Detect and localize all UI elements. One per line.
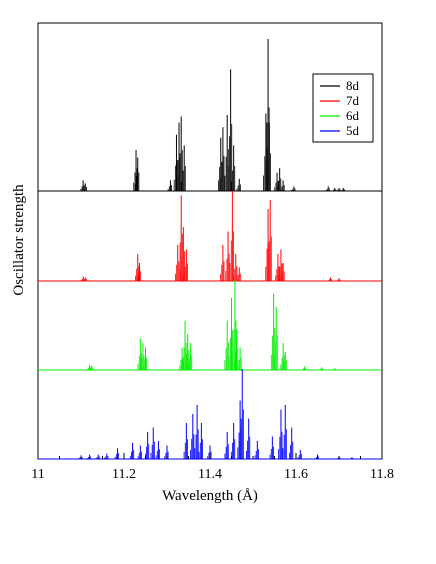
spectra-group	[38, 39, 382, 460]
y-axis-label: Oscillator strength	[11, 184, 27, 296]
legend-label: 7d	[346, 93, 360, 108]
x-axis-ticks: 11 11.2 11.4 11.6 11.8	[31, 453, 394, 482]
legend-label: 8d	[346, 78, 360, 93]
x-axis-label: Wavelength (Å)	[162, 488, 258, 504]
series-7d	[38, 191, 382, 282]
x-tick-label: 11.8	[370, 467, 394, 482]
x-tick-label: 11.2	[112, 467, 136, 482]
x-tick-label: 11	[31, 467, 44, 482]
legend-label: 5d	[346, 123, 360, 138]
x-tick-label: 11.6	[284, 467, 308, 482]
series-8d	[38, 39, 382, 192]
legend-label: 6d	[346, 108, 360, 123]
series-6d	[38, 280, 382, 371]
series-5d	[38, 369, 382, 460]
legend-box	[312, 73, 374, 143]
x-tick-label: 11.4	[198, 467, 222, 482]
